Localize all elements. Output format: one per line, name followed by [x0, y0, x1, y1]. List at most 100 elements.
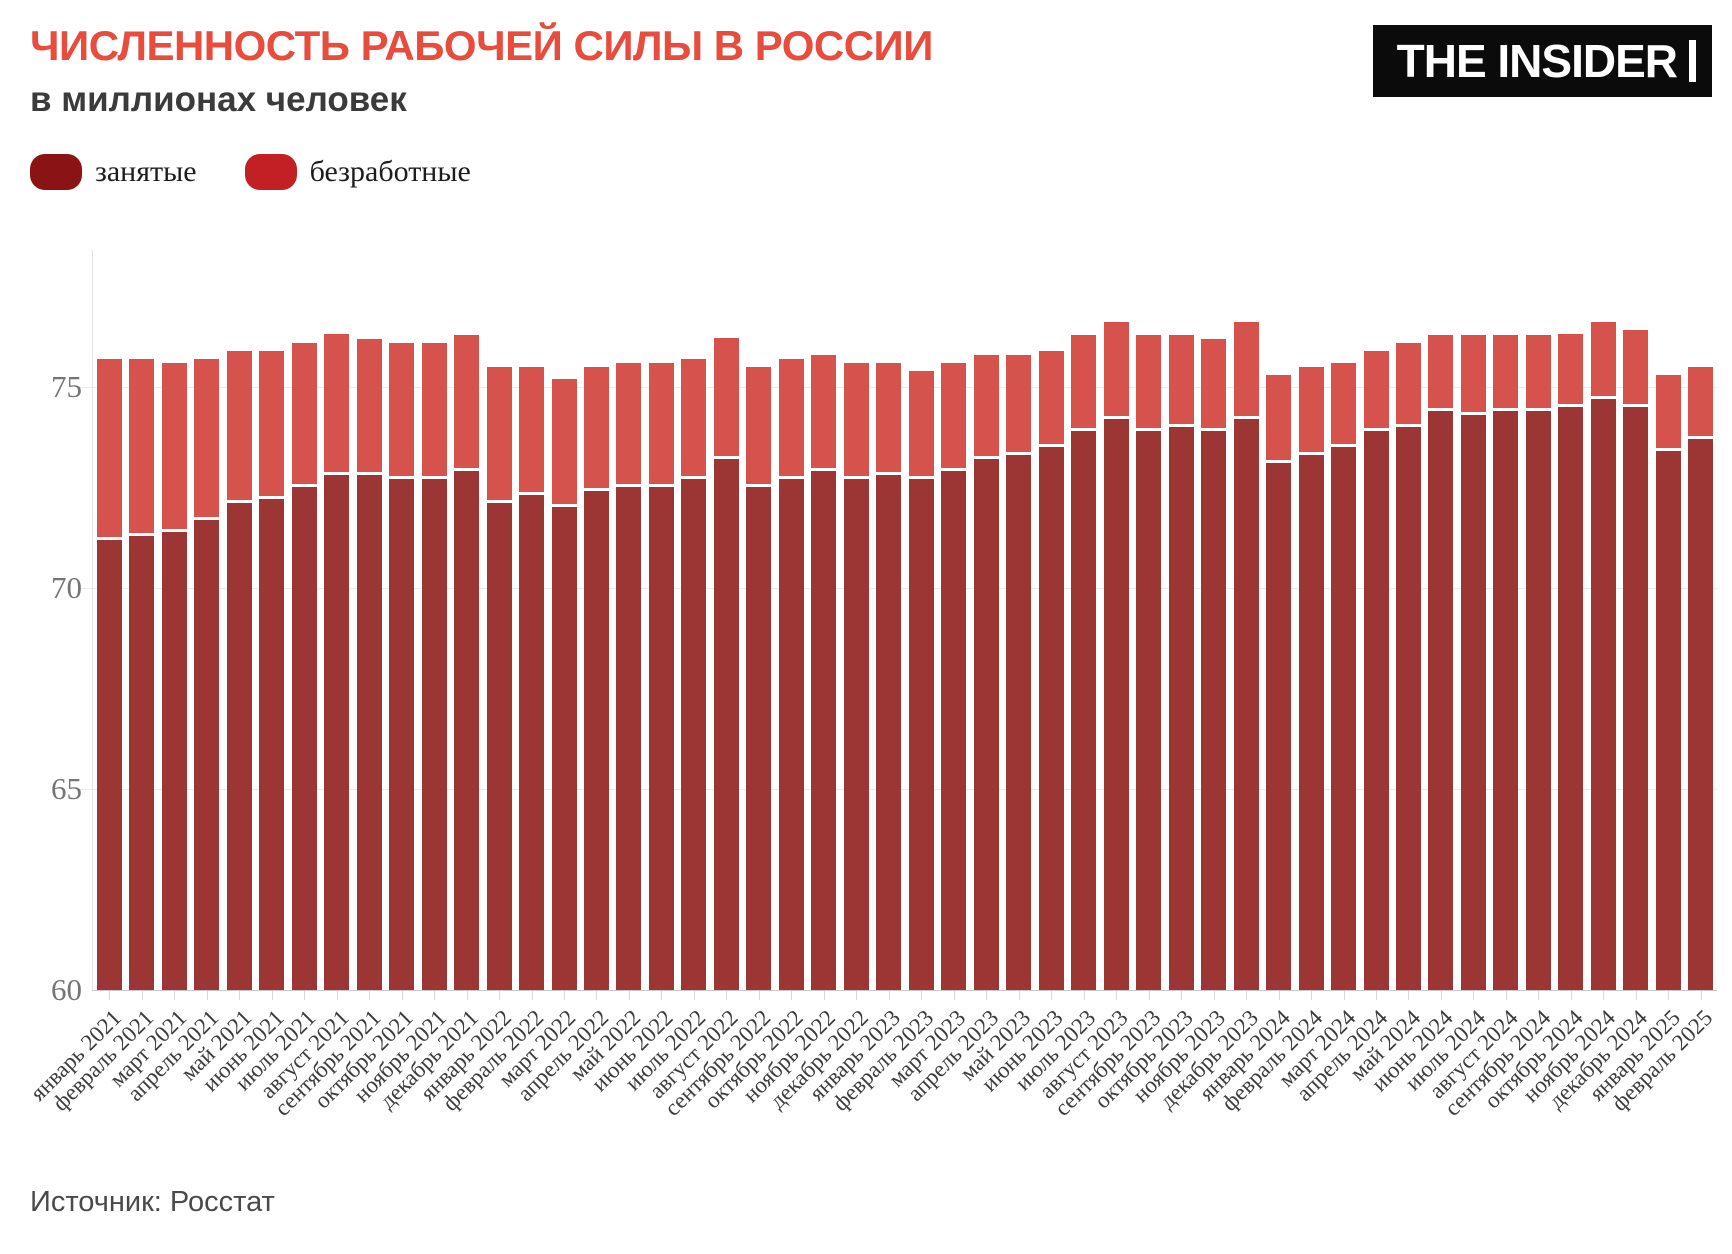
bar-segment-employed: [1038, 447, 1064, 990]
bar-segment-employed: [194, 519, 220, 990]
bar-segment-employed: [1103, 418, 1129, 990]
bar-segment-unemployed: [1006, 354, 1032, 456]
x-tick: [661, 991, 663, 1000]
bar-март-2024: [1331, 362, 1356, 990]
bar-segment-unemployed: [616, 362, 642, 488]
bar-segment-unemployed: [1298, 366, 1324, 456]
bar-февраль-2024: [1298, 366, 1324, 990]
bar-август-2024: [1493, 334, 1519, 990]
bar-май-2023: [1006, 354, 1032, 990]
bar-segment-employed: [1266, 463, 1291, 990]
bar-segment-unemployed: [551, 378, 577, 508]
x-tick: [986, 991, 988, 1000]
bar-ноябрь-2024: [1590, 322, 1616, 990]
legend-swatch-unemployed: [244, 154, 297, 190]
plot-area: [79, 250, 1717, 1000]
x-tick: [1538, 991, 1540, 1000]
bar-segment-unemployed: [648, 362, 674, 488]
x-tick: [206, 991, 208, 1000]
bar-segment-unemployed: [941, 362, 967, 472]
bar-апрель-2023: [973, 354, 999, 990]
x-tick: [1376, 991, 1377, 1000]
bar-segment-employed: [876, 475, 902, 990]
y-axis-label-70: 70: [51, 569, 82, 605]
bar-март-2022: [551, 378, 577, 990]
bar-segment-unemployed: [1655, 374, 1681, 452]
bar-segment-unemployed: [291, 342, 317, 488]
x-tick: [1018, 991, 1020, 1000]
x-tick: [758, 991, 760, 1000]
bar-segment-unemployed: [1623, 330, 1649, 407]
x-axis-labels: январь 2021 февраль 2021 март 2021 апрель 2…: [25, 991, 1717, 1201]
bar-март-2023: [941, 362, 967, 990]
bar-segment-unemployed: [876, 362, 902, 476]
bar-segment-employed: [1298, 455, 1324, 990]
bar-segment-unemployed: [454, 334, 479, 472]
bar-segment-unemployed: [1168, 334, 1194, 427]
bar-segment-unemployed: [583, 366, 609, 492]
x-tick: [1473, 991, 1475, 1000]
bar-июль-2022: [681, 358, 707, 990]
bar-январь-2024: [1266, 374, 1291, 990]
bar-январь-2021: [96, 358, 122, 990]
bar-ноябрь-2023: [1201, 338, 1227, 990]
bar-segment-unemployed: [194, 358, 220, 520]
stacked-bar-chart: январь 2021 февраль 2021 март 2021 апрель 2…: [0, 230, 1732, 1220]
x-tick: [141, 991, 143, 1000]
bar-segment-unemployed: [1136, 334, 1162, 431]
logo-text: THE INSIDER: [1396, 35, 1678, 87]
x-tick: [1635, 991, 1637, 1000]
bar-segment-employed: [454, 471, 479, 990]
bar-segment-unemployed: [1688, 366, 1714, 439]
bar-segment-employed: [941, 471, 967, 990]
bar-segment-employed: [389, 479, 415, 990]
x-tick: [174, 991, 176, 1000]
bar-segment-unemployed: [1363, 350, 1389, 431]
bar-segment-employed: [1363, 431, 1389, 990]
x-tick: [1668, 991, 1670, 1000]
bar-июнь-2022: [648, 362, 674, 990]
bar-segment-employed: [973, 459, 999, 990]
bar-segment-unemployed: [1071, 334, 1097, 431]
bar-segment-unemployed: [908, 370, 934, 480]
bar-segment-unemployed: [129, 358, 155, 536]
bar-segment-unemployed: [1428, 334, 1454, 411]
bar-segment-employed: [1558, 406, 1584, 990]
bar-segment-employed: [1233, 418, 1259, 990]
x-tick: [888, 991, 890, 1000]
bar-segment-employed: [1590, 398, 1616, 990]
x-tick: [726, 991, 728, 1000]
bar-ноябрь-2022: [811, 354, 837, 990]
bar-сентябрь-2024: [1525, 334, 1551, 990]
bar-segment-unemployed: [356, 338, 382, 476]
bar-апрель-2024: [1363, 350, 1389, 990]
x-tick: [1148, 991, 1150, 1000]
x-tick: [1246, 991, 1247, 1000]
x-tick: [369, 991, 371, 1000]
bar-segment-unemployed: [746, 366, 772, 488]
bar-ноябрь-2021: [421, 342, 447, 990]
bar-segment-employed: [746, 487, 772, 990]
bar-июль-2024: [1460, 334, 1486, 990]
bar-октябрь-2021: [389, 342, 415, 990]
page-subtitle: в миллионах человек: [30, 80, 407, 119]
bar-апрель-2022: [583, 366, 609, 990]
x-tick: [1408, 991, 1410, 1000]
bar-август-2022: [713, 338, 739, 990]
x-tick: [953, 991, 955, 1000]
bar-segment-employed: [843, 479, 869, 990]
bar-segment-employed: [1655, 451, 1681, 990]
bar-январь-2025: [1655, 374, 1681, 990]
bar-segment-employed: [291, 487, 317, 990]
legend-item-unemployed: безработные: [244, 154, 471, 190]
bar-апрель-2021: [194, 358, 220, 990]
bar-август-2023: [1103, 322, 1129, 990]
x-tick: [596, 991, 598, 1000]
x-tick: [693, 991, 695, 1000]
x-tick: [109, 991, 111, 1000]
legend-label-employed: занятые: [95, 155, 197, 188]
legend-item-employed: занятые: [30, 154, 197, 190]
bar-segment-employed: [1623, 406, 1649, 990]
bar-segment-unemployed: [1558, 334, 1584, 407]
bar-segment-unemployed: [1493, 334, 1519, 411]
